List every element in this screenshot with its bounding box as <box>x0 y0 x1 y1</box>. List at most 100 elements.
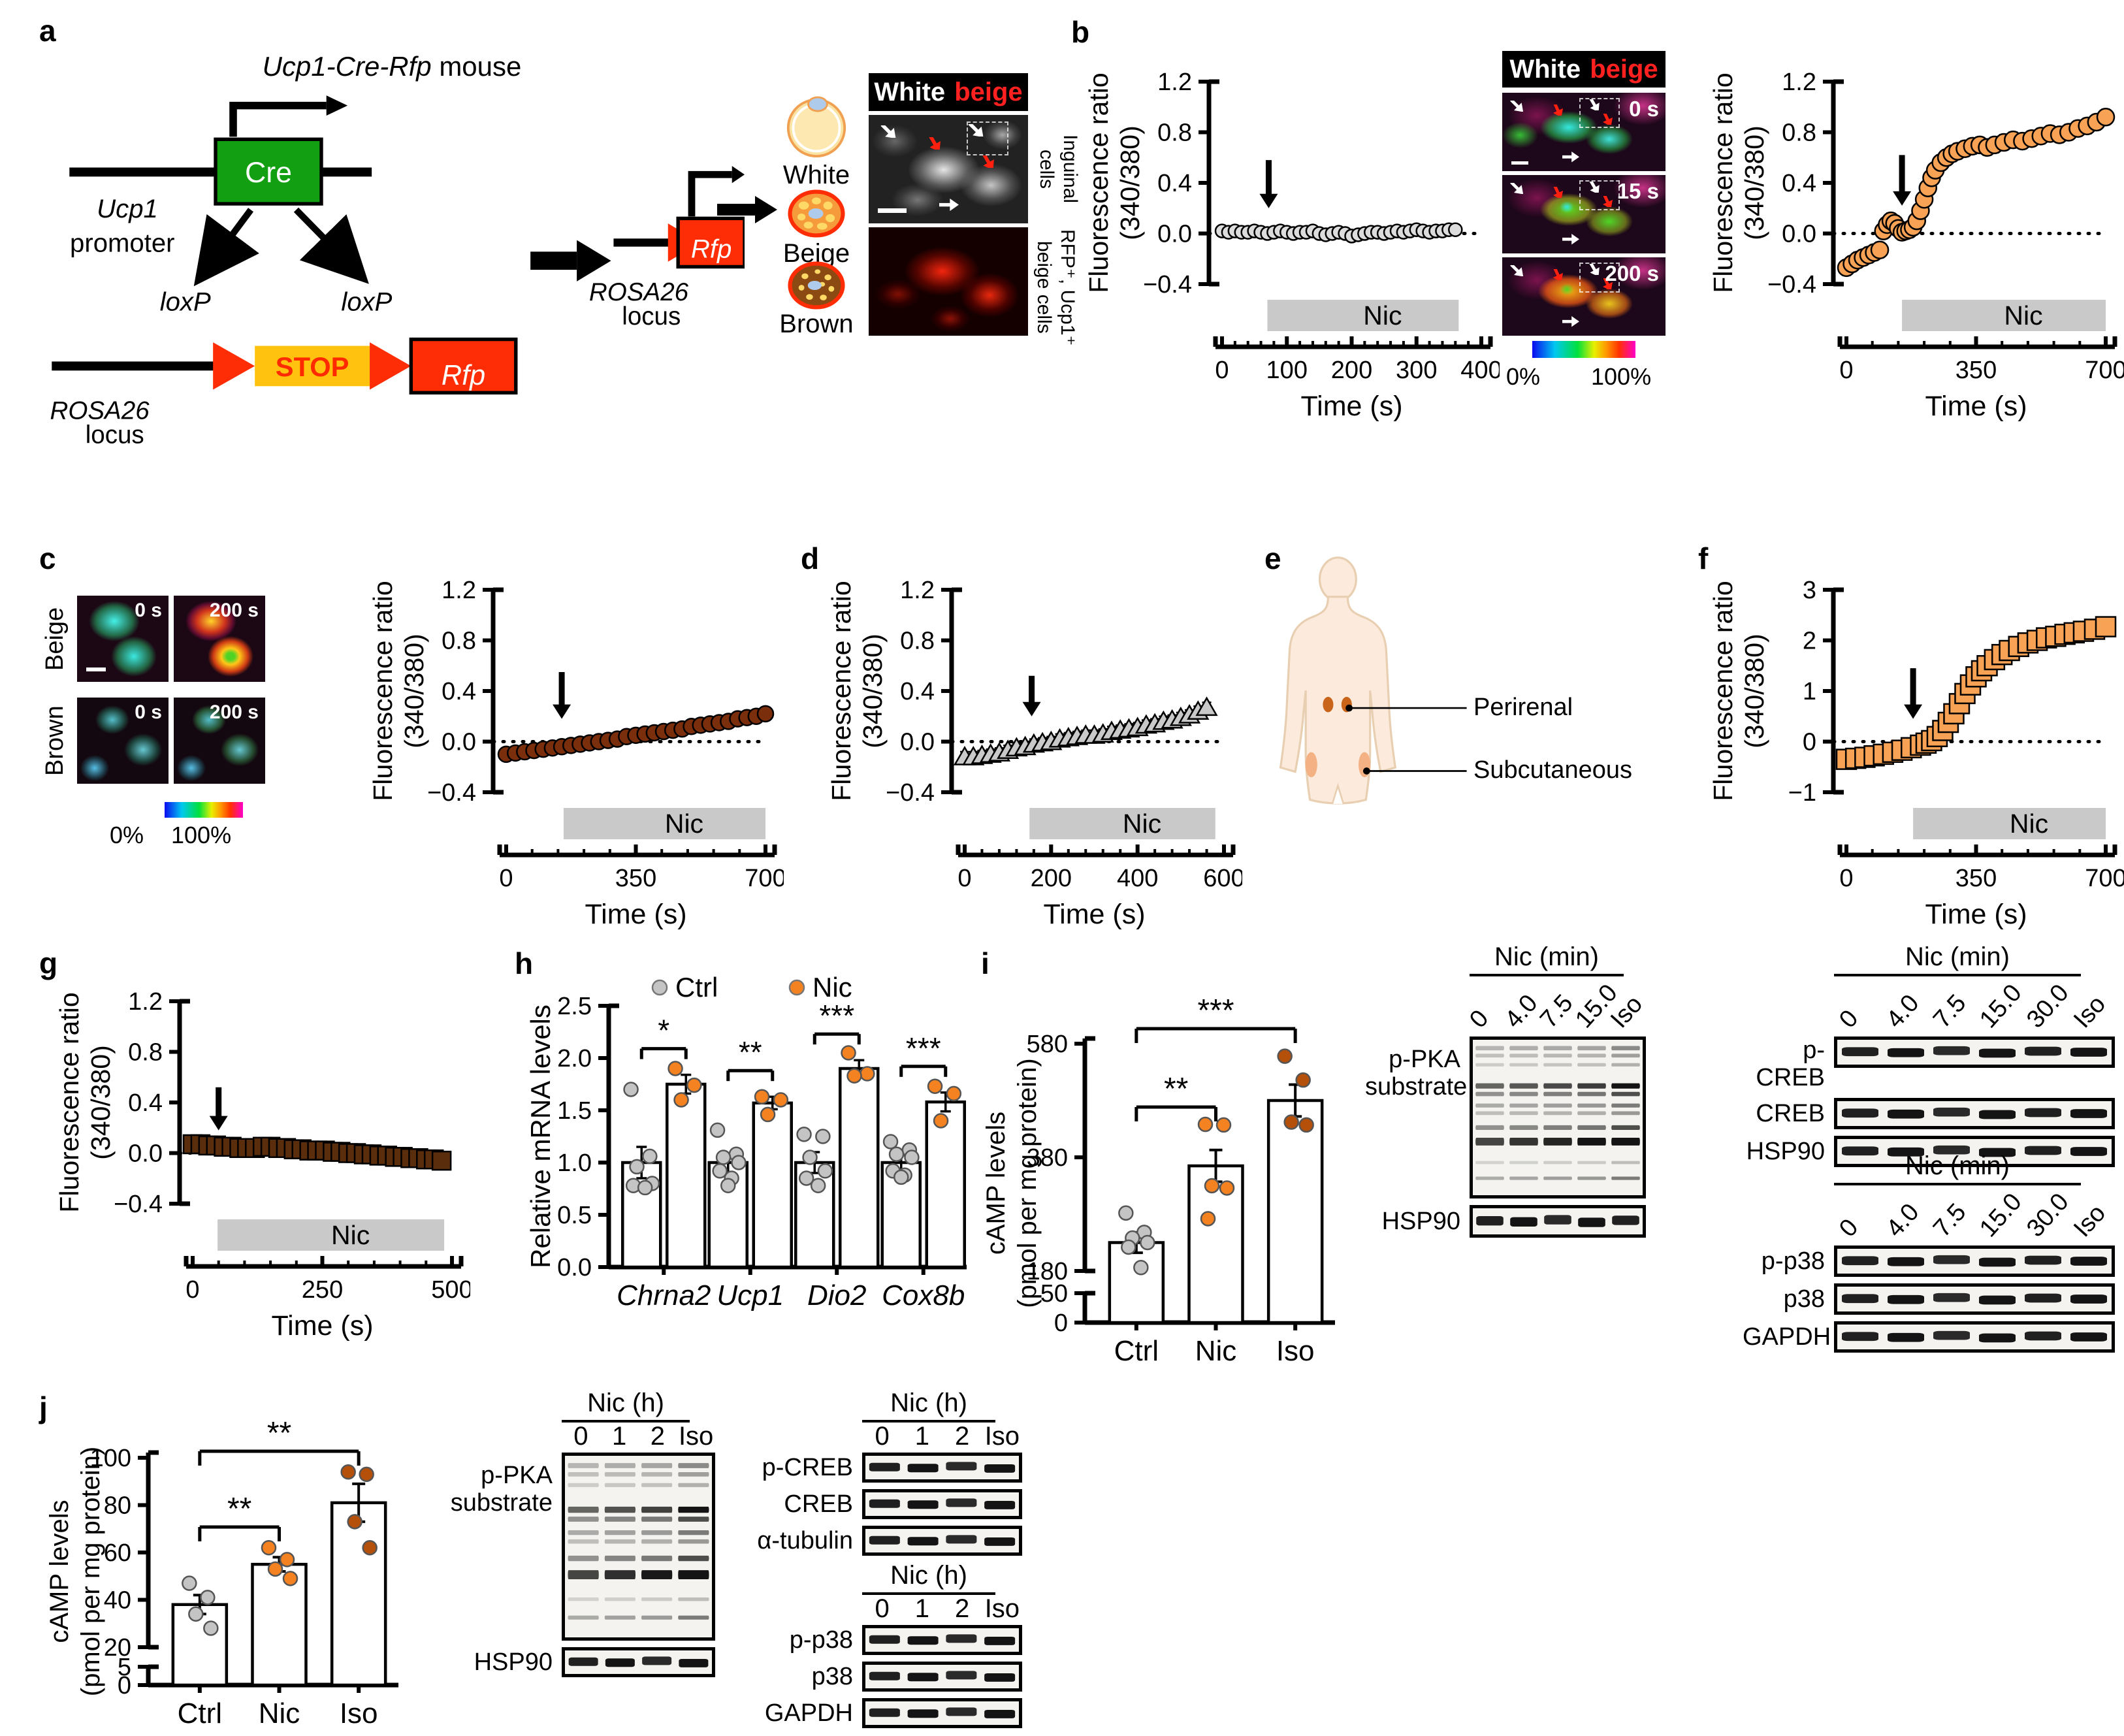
lane-label: 1 <box>914 1594 929 1623</box>
arrow-icon <box>1602 196 1613 207</box>
svg-text:Nic: Nic <box>2004 300 2042 330</box>
panel-d-label: d <box>801 541 820 575</box>
arrow-icon <box>1602 278 1613 289</box>
svg-text:−1: −1 <box>1788 779 1816 807</box>
chart-j-camp-bars: 20 40 60 80 100 0 5 cAMP levels (pmol per mg pro… <box>46 1398 411 1736</box>
arrow-icon <box>968 124 984 137</box>
western-blot-creb-h: Nic (h) 0 1 2 Iso p-CREB CREB α-tubulin <box>745 1389 1025 1562</box>
blot-band-box <box>862 1526 1022 1556</box>
svg-text:250: 250 <box>302 1276 343 1304</box>
colorbar <box>165 802 243 818</box>
panel-f-label: f <box>1698 541 1709 575</box>
scale-bar <box>86 667 106 671</box>
lane-label: Iso <box>984 1594 1020 1623</box>
panel-j-label: j <box>39 1390 48 1424</box>
arrow-icon <box>1588 182 1600 193</box>
svg-text:***: *** <box>906 1031 941 1065</box>
svg-text:Cox8b: Cox8b <box>882 1279 965 1311</box>
lane-label: 30.0 <box>2021 1188 2074 1243</box>
micrograph-c-beige-200s: 200 s <box>174 596 265 682</box>
blot-band-box <box>862 1453 1022 1483</box>
svg-text:1.0: 1.0 <box>557 1149 592 1177</box>
svg-text:500: 500 <box>431 1276 470 1304</box>
chart-c-trace: 1.2 0.8 0.4 0.0 −0.4 Fluorescence ratio (340/3… <box>366 567 784 933</box>
colorbar-max: 100% <box>171 822 232 848</box>
subcutaneous-depot-left <box>1305 752 1317 778</box>
micrograph-rfp-red <box>869 227 1028 336</box>
lane-label: Iso <box>678 1422 714 1451</box>
chart-b-white-trace: 1.2 0.8 0.4 0.0 −0.4 Fluorescence ratio (340/3… <box>1082 59 1500 425</box>
svg-text:***: *** <box>1197 993 1234 1028</box>
svg-text:0.4: 0.4 <box>900 678 935 705</box>
header-white-text: White <box>874 77 946 106</box>
gene-construct-diagram: Cre Ucp1 promoter loxP loxP STOP Rfp ROS… <box>50 95 745 444</box>
svg-text:(340/380): (340/380) <box>1739 125 1769 240</box>
svg-text:Time (s): Time (s) <box>271 1310 373 1342</box>
western-blot-ppka-h: Nic (h) 0 1 2 Iso p-PKA substrate HSP90 <box>431 1389 718 1684</box>
time-label: 0 s <box>135 600 162 621</box>
perirenal-label: Perirenal <box>1473 694 1573 721</box>
chart-b-beige-trace: 1.2 0.8 0.4 0.0 −0.4 Fluorescence ratio (340/3… <box>1706 59 2124 425</box>
svg-text:0.4: 0.4 <box>442 678 476 705</box>
lane-label: 7.5 <box>1927 1198 1972 1243</box>
rfp-box-1 <box>409 337 518 395</box>
svg-text:0.8: 0.8 <box>442 628 476 655</box>
blot-row-label: p38 <box>811 1663 853 1690</box>
svg-text:Time (s): Time (s) <box>1300 391 1402 422</box>
svg-text:**: ** <box>1164 1072 1188 1106</box>
lane-label: 1 <box>612 1422 627 1451</box>
rfp-text-1: Rfp <box>442 360 485 391</box>
svg-text:Ucp1: Ucp1 <box>716 1279 784 1311</box>
header-beige-text: beige <box>954 77 1023 106</box>
western-blot-p38-min: Nic (min) 0 4.0 7.5 15.0 30.0 Iso p-p38 p38 GAPDH <box>1743 1151 2124 1359</box>
blot-band-box <box>1834 1246 2115 1277</box>
blot-header: Nic (min) <box>1494 942 1599 971</box>
svg-text:(pmol per mg protein): (pmol per mg protein) <box>1013 1058 1042 1308</box>
time-label: 200 s <box>209 600 259 621</box>
svg-text:1.2: 1.2 <box>442 577 476 604</box>
chart-i-camp-bars: 180 380 580 0 50 cAMP levels (pmol per mg prot… <box>982 967 1348 1385</box>
blot-header: Nic (min) <box>1905 942 2010 971</box>
arrow-icon <box>1562 234 1579 245</box>
blot-row-label: p-p38 <box>1761 1247 1825 1275</box>
svg-text:Nic: Nic <box>2010 809 2048 839</box>
time-label: 0 s <box>135 701 162 723</box>
colorbar <box>1532 341 1635 358</box>
svg-text:**: ** <box>739 1035 762 1069</box>
svg-text:Time (s): Time (s) <box>1043 899 1145 930</box>
rfp-promoter-arrow <box>688 170 732 217</box>
flow-arrow-1-bar <box>530 251 577 270</box>
svg-text:3: 3 <box>1803 577 1816 604</box>
svg-text:0.8: 0.8 <box>1157 120 1192 147</box>
lane-label: 15.0 <box>1974 1188 2028 1243</box>
header-beige-text: beige <box>1590 54 1658 84</box>
panel-e-label: e <box>1264 541 1281 575</box>
svg-text:Chrna2: Chrna2 <box>617 1279 711 1311</box>
panel-h-label: h <box>515 946 534 980</box>
micrograph-inguinal-gray <box>869 115 1028 223</box>
svg-text:Fluorescence ratio: Fluorescence ratio <box>368 581 398 801</box>
cre-loxp-arrow-right <box>293 207 369 284</box>
arrow-icon <box>982 155 994 169</box>
svg-text:0.4: 0.4 <box>1157 170 1192 197</box>
arrow-icon <box>1588 264 1600 275</box>
panel-b-label: b <box>1071 15 1090 49</box>
flow-arrow-2 <box>717 196 777 223</box>
blot-header: Nic (h) <box>890 1389 967 1417</box>
svg-text:Relative mRNA levels: Relative mRNA levels <box>525 1005 556 1268</box>
promoter-text: promoter <box>70 229 174 257</box>
svg-text:Ctrl: Ctrl <box>675 972 718 1003</box>
svg-text:Fluorescence ratio: Fluorescence ratio <box>826 581 856 801</box>
svg-text:0.4: 0.4 <box>1782 170 1816 197</box>
svg-text:Nic: Nic <box>1195 1335 1237 1367</box>
title-italic: Ucp1-Cre-Rfp <box>262 51 432 82</box>
rfp-text-2: Rfp <box>691 235 732 264</box>
blot-header: Nic (h) <box>890 1561 967 1590</box>
svg-text:Time (s): Time (s) <box>585 899 686 930</box>
arrow-icon <box>1553 104 1563 116</box>
svg-text:Iso: Iso <box>340 1697 378 1729</box>
row-label-beige: Beige <box>41 607 69 671</box>
lane-label: 2 <box>955 1594 970 1623</box>
svg-text:350: 350 <box>615 865 656 892</box>
blot-row-label: GAPDH <box>764 1699 853 1727</box>
